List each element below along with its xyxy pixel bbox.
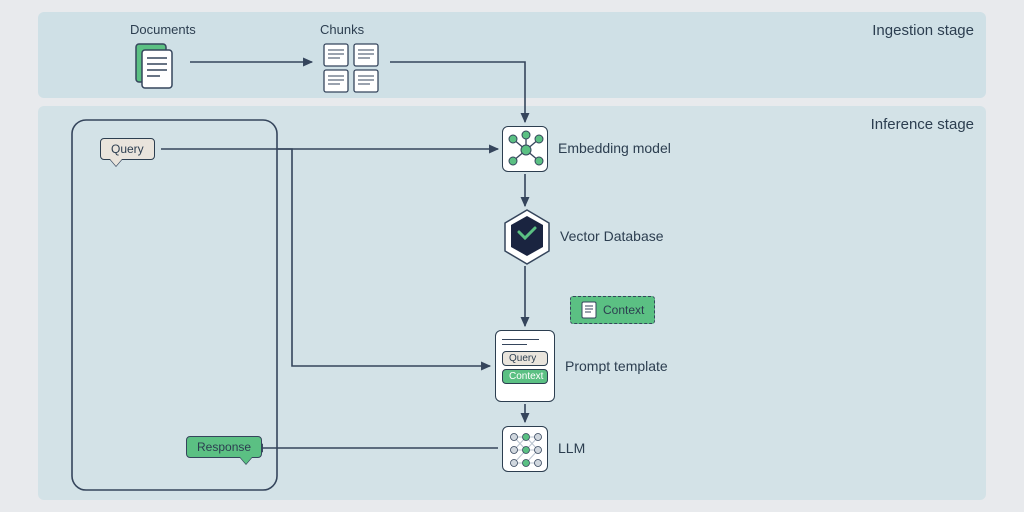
query-badge-text: Query	[100, 138, 155, 160]
embedding-model-node	[502, 126, 548, 172]
chunks-icon	[320, 40, 390, 96]
prompt-context-field: Context	[502, 369, 548, 384]
documents-label: Documents	[130, 22, 196, 37]
speech-tail-icon	[240, 457, 252, 464]
prompt-template-node: Query Context	[495, 330, 555, 402]
ingestion-stage-label: Ingestion stage	[872, 22, 974, 39]
documents-icon	[130, 40, 186, 96]
vector-database-label: Vector Database	[560, 228, 664, 244]
response-badge: Response	[186, 436, 262, 458]
documents-node: Documents	[130, 40, 186, 101]
context-badge: Context	[570, 296, 655, 324]
context-badge-text: Context	[603, 303, 644, 317]
inference-stage-label: Inference stage	[871, 116, 974, 133]
chunks-node: Chunks	[320, 40, 390, 101]
chunks-label: Chunks	[320, 22, 364, 37]
embedding-label: Embedding model	[558, 140, 671, 156]
speech-tail-icon	[110, 159, 122, 166]
llm-node	[502, 426, 548, 472]
prompt-query-field: Query	[502, 351, 548, 366]
vector-database-icon	[502, 208, 552, 266]
context-doc-icon	[581, 301, 597, 319]
neural-network-icon	[503, 427, 549, 473]
prompt-template-label: Prompt template	[565, 358, 668, 374]
query-badge: Query	[100, 138, 155, 160]
response-badge-text: Response	[186, 436, 262, 458]
embedding-graph-icon	[503, 127, 549, 173]
vector-database-node	[502, 208, 552, 271]
llm-label: LLM	[558, 440, 585, 456]
